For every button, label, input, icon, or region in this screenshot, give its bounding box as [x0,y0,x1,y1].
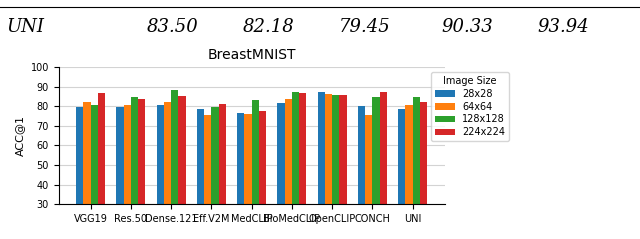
Text: 79.45: 79.45 [339,18,390,37]
Bar [325,94,332,239]
Bar [380,92,387,239]
Bar [365,115,372,239]
Bar [259,111,266,239]
Bar [83,102,91,239]
Bar [252,100,259,239]
Bar [277,103,285,239]
Bar [124,105,131,239]
Bar [398,109,405,239]
Title: BreastMNIST: BreastMNIST [207,48,296,62]
Bar [292,92,299,239]
Bar [131,97,138,239]
Text: UNI: UNI [6,18,44,37]
Bar [179,96,186,239]
Bar [197,109,204,239]
Bar [164,102,171,239]
Bar [372,97,380,239]
Legend: 28x28, 64x64, 128x128, 224x224: 28x28, 64x64, 128x128, 224x224 [431,72,509,141]
Bar [332,95,339,239]
Bar [405,105,413,239]
Bar [339,95,347,239]
Text: 82.18: 82.18 [243,18,294,37]
Bar [98,93,105,239]
Bar [76,107,83,239]
Bar [244,114,252,239]
Bar [299,93,307,239]
Bar [413,97,420,239]
Text: 83.50: 83.50 [147,18,198,37]
Bar [211,107,219,239]
Bar [219,104,226,239]
Text: 93.94: 93.94 [538,18,589,37]
Bar [157,105,164,239]
Bar [91,105,98,239]
Bar [237,113,244,239]
Bar [116,107,124,239]
Bar [420,102,427,239]
Bar [138,99,145,239]
Y-axis label: ACC@1: ACC@1 [15,115,25,156]
Text: 90.33: 90.33 [442,18,493,37]
Bar [358,106,365,239]
Bar [317,92,325,239]
Bar [285,99,292,239]
Bar [204,115,211,239]
Bar [171,91,179,239]
